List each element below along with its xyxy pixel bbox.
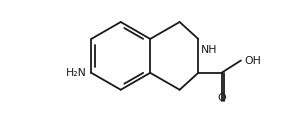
Text: H₂N: H₂N [66,68,87,78]
Text: NH: NH [201,45,218,55]
Text: O: O [217,93,226,103]
Text: OH: OH [244,55,261,65]
